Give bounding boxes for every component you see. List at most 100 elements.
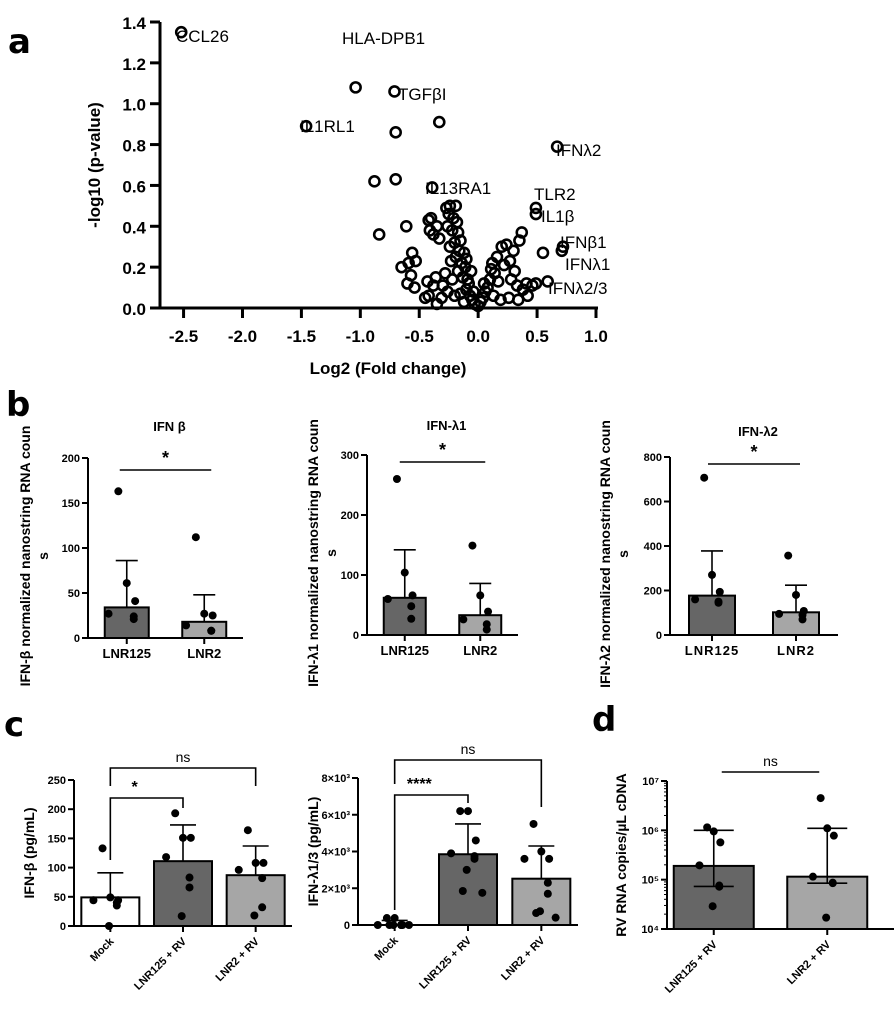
data-point — [422, 289, 435, 303]
labeled-data-point — [550, 140, 564, 153]
significance-bracket — [109, 797, 184, 860]
category-label: LNR2 — [777, 643, 815, 658]
y-tick-label: 600 — [644, 497, 662, 509]
data-point — [106, 893, 115, 902]
data-point — [258, 903, 267, 912]
data-point — [529, 277, 543, 290]
y-tick-label: 100 — [341, 570, 359, 582]
data-point — [129, 615, 138, 624]
y-tick-label: 0 — [344, 920, 350, 932]
data-point — [504, 273, 518, 286]
gene-label: CCL26 — [176, 27, 229, 46]
y-tick-label: 1.0 — [122, 96, 146, 115]
y-tick-label: 0.2 — [122, 259, 146, 278]
panel-letter-b: b — [6, 385, 31, 425]
gene-label: IFNλ2/3 — [548, 279, 608, 298]
category-label: LNR2 + RV — [213, 935, 262, 984]
significance-label: ns — [176, 749, 191, 765]
gene-label: IFNλ1 — [565, 255, 610, 274]
panel-letter-c: c — [4, 705, 25, 745]
gene-label: TGFβI — [398, 85, 447, 104]
bar-chart-d: 10⁴ 10⁵ 10⁶ 10⁷ LNR125 + RV LNR2 + RV ns RV RNA… — [613, 753, 894, 996]
y-axis-title: RV RNA copies/µL cDNA — [613, 773, 629, 936]
data-point — [382, 914, 391, 923]
data-point — [179, 833, 187, 842]
y-tick-label: 50 — [54, 892, 66, 904]
volcano-plot: 0.0 0.2 0.4 0.6 0.8 1.0 1.2 1.4 -2.5 -2.0 -1.5 -1.0… — [85, 14, 610, 378]
labeled-data-point — [529, 207, 543, 221]
labeled-data-point — [529, 201, 543, 215]
data-point — [98, 844, 107, 853]
data-point — [808, 872, 817, 881]
bar — [438, 853, 498, 926]
data-point — [464, 264, 478, 278]
data-point — [460, 252, 473, 266]
y-tick-label: 50 — [68, 588, 80, 600]
data-point — [207, 626, 216, 635]
data-point — [383, 595, 392, 603]
data-point — [234, 865, 243, 874]
data-point — [182, 621, 191, 630]
data-point — [691, 595, 700, 604]
significance-label: * — [162, 448, 169, 468]
x-tick-label: -1.5 — [287, 327, 316, 346]
data-point — [700, 473, 709, 482]
data-point — [399, 219, 413, 233]
significance-label: ns — [461, 741, 476, 757]
labeled-data-point — [425, 181, 439, 194]
y-tick-label: 0 — [60, 921, 66, 933]
data-point — [250, 911, 259, 920]
data-point — [714, 598, 723, 607]
y-tick-label: 100 — [62, 543, 80, 555]
y-tick-label: 0.8 — [122, 137, 146, 156]
data-point — [798, 615, 807, 624]
data-point — [114, 487, 123, 496]
data-point — [89, 896, 98, 905]
data-point — [392, 475, 401, 483]
y-tick-label: 10⁷ — [642, 776, 659, 788]
y-tick-label: 2×10³ — [322, 883, 351, 895]
data-point — [186, 833, 195, 842]
chart-title: IFN β — [153, 419, 186, 434]
significance-bracket — [109, 767, 257, 786]
significance-label: ns — [763, 753, 778, 769]
data-point — [536, 246, 550, 260]
y-axis-title-line: s — [323, 549, 339, 557]
data-point — [432, 232, 446, 245]
labeled-data-point — [555, 244, 569, 258]
x-tick-label: 0.0 — [466, 327, 490, 346]
data-point — [468, 541, 477, 550]
y-tick-label: 0 — [74, 633, 80, 645]
y-tick-label: 0.6 — [122, 177, 146, 196]
data-point — [515, 226, 529, 239]
data-point — [532, 909, 541, 918]
data-point — [476, 591, 485, 600]
x-axis-title: Log2 (Fold change) — [310, 359, 467, 378]
data-point — [703, 823, 712, 832]
data-point — [487, 289, 500, 303]
gene-label: IL1RL1 — [300, 117, 355, 136]
data-point — [470, 854, 479, 863]
data-point — [490, 250, 504, 264]
y-axis-title: IFN-β (pg/mL) — [21, 808, 37, 899]
labeled-data-point — [388, 85, 401, 98]
bar-chart-c2: 0 2×10³ 4×10³ 6×10³ 8×10³ Mock LNR125 + RV LNR2… — [305, 741, 578, 992]
category-label: LNR125 — [381, 643, 429, 658]
data-point — [400, 568, 409, 577]
data-point — [258, 874, 267, 883]
labeled-data-point — [299, 119, 313, 133]
data-point — [716, 838, 725, 847]
data-point — [551, 913, 560, 922]
y-tick-label: 800 — [644, 452, 662, 464]
significance-bracket — [393, 794, 469, 910]
data-point — [368, 175, 381, 188]
x-tick-label: -2.0 — [228, 327, 257, 346]
data-point — [459, 615, 468, 624]
data-point — [715, 587, 724, 596]
data-point — [829, 831, 838, 840]
y-axis-title: -log10 (p-value) — [85, 102, 104, 228]
data-point — [385, 921, 394, 929]
data-point — [185, 883, 194, 892]
category-label: LNR125 + RV — [132, 935, 189, 992]
